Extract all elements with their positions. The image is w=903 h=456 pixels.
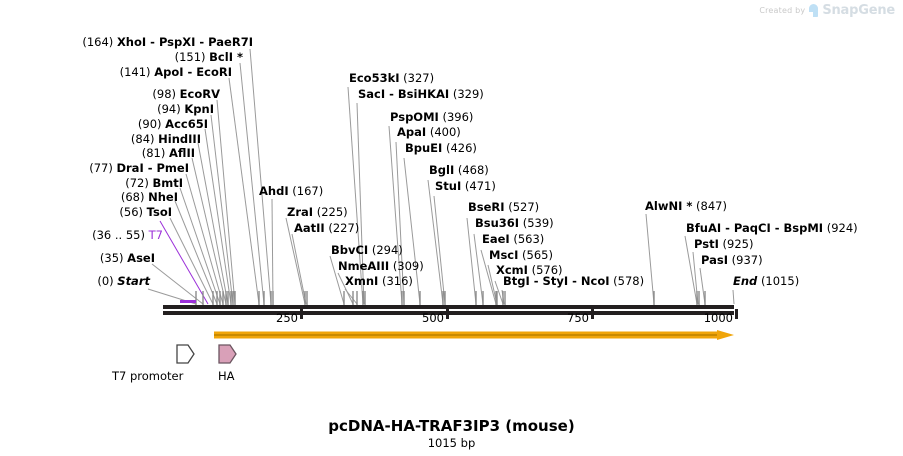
ha-arrow-icon[interactable] bbox=[217, 343, 237, 365]
site-label-329[interactable]: SacI - BsiHKAI (329) bbox=[358, 87, 484, 101]
snapgene-watermark: Created by SnapGene bbox=[759, 3, 895, 18]
t7-promoter-arrow-icon[interactable] bbox=[175, 343, 195, 365]
site-label-end[interactable]: End (1015) bbox=[733, 274, 800, 288]
ruler-label-1000: 1000 bbox=[703, 311, 733, 325]
site-label-471[interactable]: StuI (471) bbox=[435, 179, 496, 193]
feature-label-ha: HA bbox=[218, 369, 235, 383]
site-label-141[interactable]: (141) ApoI - EcoRI bbox=[119, 65, 232, 79]
ruler-tick-1000 bbox=[735, 309, 738, 319]
site-label-56[interactable]: (56) TsoI bbox=[119, 205, 172, 219]
site-label-309[interactable]: NmeAIII (309) bbox=[338, 259, 424, 273]
site-label-68[interactable]: (68) NheI bbox=[120, 190, 178, 204]
watermark-created-by: Created by bbox=[759, 6, 806, 15]
ruler-tick-750 bbox=[591, 309, 594, 319]
t7-promoter-marker bbox=[180, 300, 196, 303]
plasmid-length: 1015 bp bbox=[427, 436, 476, 450]
feature-label-t7[interactable]: (36 .. 55) T7 bbox=[92, 228, 163, 242]
site-label-151[interactable]: (151) BclI * bbox=[174, 50, 243, 64]
site-label-227[interactable]: AatII (227) bbox=[294, 221, 360, 235]
site-label-72[interactable]: (72) BmtI bbox=[125, 176, 183, 190]
site-label-90[interactable]: (90) Acc65I bbox=[137, 117, 208, 131]
ruler-tick-250 bbox=[300, 309, 303, 319]
site-label-327[interactable]: Eco53kI (327) bbox=[349, 71, 435, 85]
site-label-527[interactable]: BseRI (527) bbox=[468, 200, 540, 214]
site-label-925[interactable]: PstI (925) bbox=[694, 237, 754, 251]
ruler-tick-500 bbox=[446, 309, 449, 319]
site-label-924[interactable]: BfuAI - PaqCI - BspMI (924) bbox=[686, 221, 858, 235]
sequence-backbone-top bbox=[163, 305, 734, 309]
ruler-label-500: 500 bbox=[422, 311, 444, 325]
orf-arrow[interactable] bbox=[214, 330, 734, 340]
site-label-576[interactable]: XcmI (576) bbox=[496, 263, 563, 277]
site-label-563[interactable]: EaeI (563) bbox=[482, 232, 545, 246]
ruler-label-250: 250 bbox=[276, 311, 298, 325]
site-label-94[interactable]: (94) KpnI bbox=[157, 102, 214, 116]
site-label-98[interactable]: (98) EcoRV bbox=[152, 87, 220, 101]
site-label-396[interactable]: PspOMI (396) bbox=[390, 110, 474, 124]
feature-label-t7-promoter: T7 promoter bbox=[112, 369, 184, 383]
site-label-565[interactable]: MscI (565) bbox=[489, 248, 553, 262]
site-label-316[interactable]: XmnI (316) bbox=[345, 274, 413, 288]
site-label-167[interactable]: AhdI (167) bbox=[259, 184, 324, 198]
site-label-847[interactable]: AlwNI * (847) bbox=[645, 199, 727, 213]
site-label-164[interactable]: (164) XhoI - PspXI - PaeR7I bbox=[82, 35, 253, 49]
site-label-578[interactable]: BtgI - StyI - NcoI (578) bbox=[503, 274, 645, 288]
ruler-label-750: 750 bbox=[567, 311, 589, 325]
site-label-426[interactable]: BpuEI (426) bbox=[405, 141, 477, 155]
site-label-77[interactable]: (77) DraI - PmeI bbox=[89, 161, 189, 175]
snapgene-logo-icon bbox=[809, 4, 819, 18]
site-label-start[interactable]: (0) Start bbox=[97, 274, 150, 288]
site-label-35[interactable]: (35) AseI bbox=[99, 251, 155, 265]
site-label-468[interactable]: BglI (468) bbox=[429, 163, 489, 177]
site-label-81[interactable]: (81) AflII bbox=[141, 146, 195, 160]
site-label-294[interactable]: BbvCI (294) bbox=[331, 243, 403, 257]
site-label-937[interactable]: PasI (937) bbox=[701, 253, 763, 267]
page-title: pcDNA-HA-TRAF3IP3 (mouse) bbox=[328, 417, 575, 435]
site-label-400[interactable]: ApaI (400) bbox=[397, 125, 461, 139]
site-label-539[interactable]: Bsu36I (539) bbox=[475, 216, 554, 230]
site-label-84[interactable]: (84) HindIII bbox=[130, 132, 201, 146]
site-label-225[interactable]: ZraI (225) bbox=[287, 205, 348, 219]
watermark-brand: SnapGene bbox=[822, 3, 895, 18]
